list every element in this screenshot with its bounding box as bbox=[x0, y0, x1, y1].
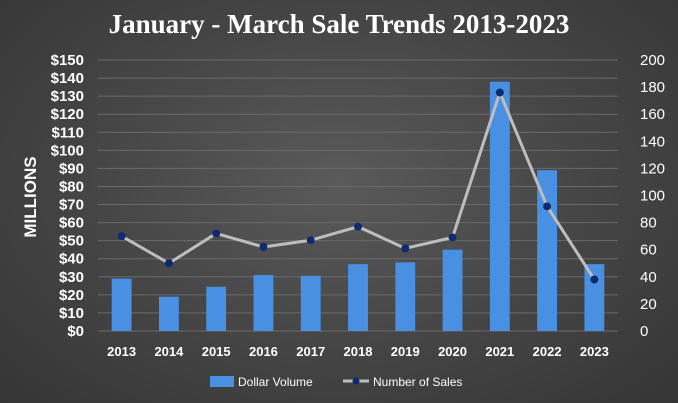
bar-2013 bbox=[111, 278, 132, 331]
bar-2018 bbox=[348, 264, 368, 331]
x-tick-label: 2023 bbox=[580, 344, 609, 359]
x-tick-label: 2013 bbox=[107, 344, 136, 359]
bar-2017 bbox=[300, 275, 321, 331]
y2-tick-label: 20 bbox=[640, 296, 657, 313]
y-tick-label: $40 bbox=[59, 251, 84, 268]
point-2023 bbox=[590, 275, 599, 284]
bar-2021 bbox=[489, 81, 510, 332]
y-tick-label: $130 bbox=[51, 88, 84, 105]
y2-tick-label: 100 bbox=[640, 188, 665, 205]
y-axis-label: MILLIONS bbox=[21, 156, 40, 237]
gridlines bbox=[98, 59, 618, 332]
bar-2020 bbox=[442, 249, 463, 331]
y-tick-label: $10 bbox=[59, 305, 84, 322]
legend-marker-number-of-sales bbox=[352, 377, 360, 385]
y-axis-ticks: $0$10$20$30$40$50$60$70 $80$90$100$110$12… bbox=[51, 52, 84, 340]
y-tick-label: $20 bbox=[59, 287, 84, 304]
x-tick-label: 2020 bbox=[438, 344, 467, 359]
y-tick-label: $30 bbox=[59, 269, 84, 286]
y-tick-label: $50 bbox=[59, 233, 84, 250]
point-2018 bbox=[354, 222, 362, 231]
x-tick-label: 2014 bbox=[154, 344, 184, 359]
bar-2022 bbox=[537, 170, 558, 331]
y-tick-label: $0 bbox=[67, 323, 84, 340]
chart-title: January - March Sale Trends 2013-2023 bbox=[109, 9, 570, 39]
legend-label-number-of-sales: Number of Sales bbox=[373, 375, 462, 389]
x-tick-label: 2016 bbox=[249, 344, 278, 359]
bar-2023 bbox=[584, 264, 605, 331]
point-2015 bbox=[212, 229, 221, 238]
y2-tick-label: 160 bbox=[640, 106, 665, 123]
y2-axis-ticks: 0 20 40 60 80 100 120 140 160 180 200 bbox=[640, 52, 665, 340]
x-tick-label: 2015 bbox=[202, 344, 231, 359]
y2-tick-label: 0 bbox=[640, 323, 648, 340]
point-2017 bbox=[306, 236, 315, 245]
y2-tick-label: 120 bbox=[640, 160, 665, 177]
point-2019 bbox=[401, 244, 410, 253]
point-2014 bbox=[164, 259, 173, 268]
y-tick-label: $150 bbox=[51, 52, 84, 69]
y2-tick-label: 180 bbox=[640, 79, 665, 96]
y-tick-label: $110 bbox=[51, 124, 84, 141]
y2-tick-label: 200 bbox=[640, 52, 665, 69]
point-2016 bbox=[259, 242, 268, 251]
bar-series bbox=[111, 81, 605, 332]
x-tick-label: 2018 bbox=[344, 344, 373, 359]
x-axis-ticks: 2013 2014 2015 2016 2017 2018 2019 2020 2021 2022… bbox=[107, 344, 609, 359]
point-2021 bbox=[495, 88, 504, 97]
y2-tick-label: 80 bbox=[640, 215, 657, 232]
legend-swatch-dollar-volume bbox=[210, 376, 234, 387]
point-2013 bbox=[117, 232, 126, 241]
line-series bbox=[117, 88, 599, 284]
y-tick-label: $120 bbox=[51, 106, 84, 123]
point-2020 bbox=[448, 233, 457, 242]
y-tick-label: $70 bbox=[59, 197, 84, 214]
y2-tick-label: 60 bbox=[640, 242, 657, 259]
x-tick-label: 2017 bbox=[296, 344, 325, 359]
point-2022 bbox=[543, 202, 552, 211]
y2-tick-label: 40 bbox=[640, 269, 657, 286]
x-tick-label: 2019 bbox=[391, 344, 420, 359]
x-tick-label: 2021 bbox=[485, 344, 514, 359]
bar-2015 bbox=[206, 286, 227, 331]
legend: Dollar Volume Number of Sales bbox=[210, 375, 462, 389]
y-tick-label: $60 bbox=[59, 215, 84, 232]
y-tick-label: $90 bbox=[59, 160, 84, 177]
legend-label-dollar-volume: Dollar Volume bbox=[238, 375, 313, 389]
bar-2014 bbox=[158, 296, 179, 331]
x-tick-label: 2022 bbox=[533, 344, 562, 359]
y2-tick-label: 140 bbox=[640, 133, 665, 150]
y-tick-label: $80 bbox=[59, 178, 84, 195]
y-tick-label: $100 bbox=[51, 142, 84, 159]
bar-2016 bbox=[253, 274, 274, 331]
bar-2019 bbox=[395, 262, 416, 331]
y-tick-label: $140 bbox=[51, 70, 84, 87]
